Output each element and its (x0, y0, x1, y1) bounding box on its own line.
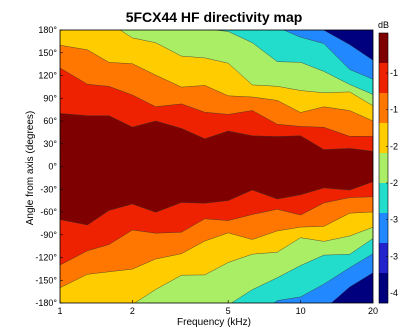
directivity-heatmap (60, 30, 373, 303)
colorbar-tick-label: -3 (390, 215, 398, 225)
colorbar-tick-label: -1 (390, 68, 398, 78)
x-tick-label: 1 (57, 306, 62, 316)
colorbar-tick-label: -1 (390, 105, 398, 115)
y-tick-label: -90° (40, 230, 57, 240)
colorbar-band (379, 123, 388, 154)
contour-region-6db (60, 113, 373, 226)
y-tick-label: -60° (40, 207, 57, 217)
colorbar-band (379, 153, 388, 184)
x-tick-label: 5 (226, 306, 231, 316)
colorbar-band (379, 63, 388, 94)
x-tick-label: 20 (368, 306, 378, 316)
colorbar-band (379, 243, 388, 274)
x-axis-label: Frequency (kHz) (177, 317, 251, 328)
x-tick-label: 2 (130, 306, 135, 316)
colorbar-tick-label: -2 (390, 141, 398, 151)
y-tick-label: 120° (38, 71, 57, 81)
colorbar-band (379, 183, 388, 214)
colorbar-tick-label: -3 (390, 251, 398, 261)
colorbar-band (379, 273, 388, 304)
y-tick-label: 90° (43, 93, 57, 103)
colorbar-band (379, 33, 388, 64)
y-tick-label: 180° (38, 25, 57, 35)
colorbar-frame (378, 32, 389, 304)
colorbar-band (379, 213, 388, 244)
y-tick-label: -30° (40, 184, 57, 194)
colorbar-tick-label: -4 (390, 288, 398, 298)
chart-title: 5FCX44 HF directivity map (126, 9, 303, 25)
colorbar-band (379, 93, 388, 124)
y-tick-label: -150° (35, 275, 57, 285)
plot-frame (59, 29, 374, 304)
y-tick-label: 0° (48, 162, 57, 172)
y-tick-label: 150° (38, 48, 57, 58)
y-tick-labels: 180° 150° 120° 90° 60° 30° 0° -30° -60° -90° -120°… (35, 25, 63, 308)
y-axis-label: Angle from axis (degrees) (25, 111, 36, 226)
y-tick-label: -180° (35, 298, 57, 308)
y-tick-label: -120° (35, 253, 57, 263)
y-tick-label: 60° (43, 116, 57, 126)
colorbar: -1 -1 -2 -2 -3 -3 -4 (378, 32, 398, 304)
colorbar-tick-label: -2 (390, 178, 398, 188)
colorbar-unit: dB (378, 20, 389, 30)
y-tick-label: 30° (43, 139, 57, 149)
x-tick-label: 10 (296, 306, 306, 316)
